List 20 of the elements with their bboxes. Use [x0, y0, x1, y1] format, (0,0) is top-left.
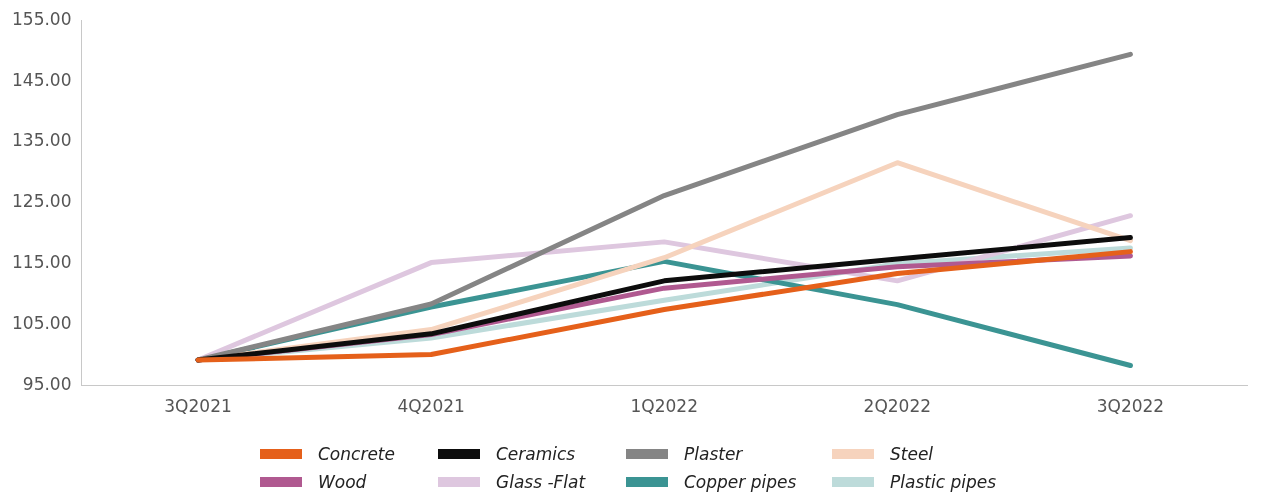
x-tick-label: 3Q2022 — [1096, 396, 1165, 417]
legend-label: Plaster — [684, 444, 743, 464]
y-tick-label: 135.00 — [12, 130, 72, 151]
y-tick-label: 105.00 — [12, 313, 72, 334]
y-tick-label: 125.00 — [12, 191, 72, 212]
x-tick-label: 1Q2022 — [630, 396, 698, 417]
legend-label: Ceramics — [496, 444, 576, 464]
legend-label: Copper pipes — [684, 472, 797, 492]
legend-label: Plastic pipes — [890, 472, 997, 492]
y-tick-label: 145.00 — [12, 69, 72, 90]
legend-label: Glass -Flat — [496, 472, 586, 492]
y-tick-label: 95.00 — [22, 374, 72, 395]
y-tick-label: 155.00 — [12, 8, 72, 29]
y-tick-label: 115.00 — [12, 252, 72, 273]
x-tick-label: 4Q2021 — [397, 396, 465, 417]
legend-label: Concrete — [318, 444, 395, 464]
x-tick-label: 2Q2022 — [863, 396, 932, 417]
legend-label: Wood — [318, 472, 367, 492]
x-tick-label: 3Q2021 — [164, 396, 232, 417]
legend-label: Steel — [890, 444, 934, 464]
